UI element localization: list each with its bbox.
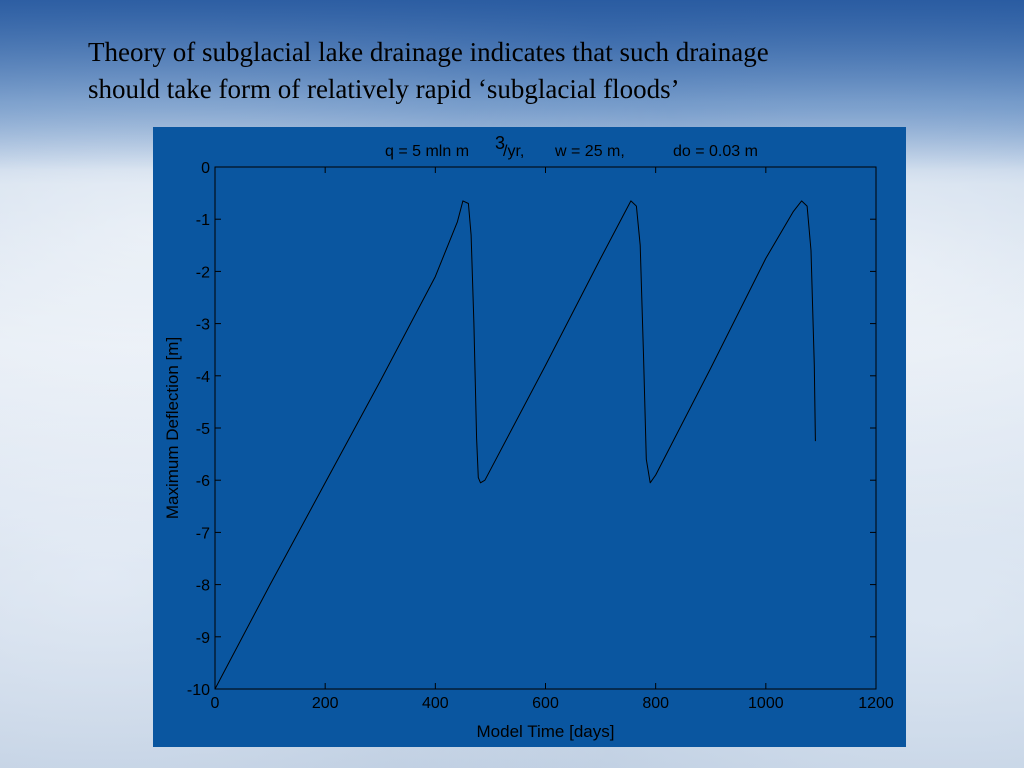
- y-axis-label: Maximum Deflection [m]: [163, 337, 182, 519]
- chart-title-do: do = 0.03 m: [673, 143, 758, 160]
- y-tick-label: -2: [196, 264, 210, 281]
- y-tick-label: -6: [196, 473, 210, 490]
- y-tick-label: -9: [196, 630, 210, 647]
- axes-box: [214, 166, 877, 690]
- x-tick-label: 600: [532, 695, 559, 712]
- y-tick-label: 0: [201, 160, 210, 177]
- chart-title-q: q = 5 mln m: [385, 143, 469, 160]
- chart-title: q = 5 mln m 3 /yr, w = 25 m, do = 0.03 m: [385, 133, 758, 160]
- slide-title-line-1: Theory of subglacial lake drainage indic…: [88, 37, 769, 67]
- x-axis-label: Model Time [days]: [477, 722, 615, 741]
- y-tick-label: -5: [196, 421, 210, 438]
- y-tick-label: -8: [196, 578, 210, 595]
- y-tick-label: -1: [196, 212, 210, 229]
- deflection-series-line: [214, 200, 816, 690]
- y-tick-label: -4: [196, 369, 210, 386]
- x-tick-label: 400: [422, 695, 449, 712]
- x-tick-label: 1200: [858, 695, 894, 712]
- chart-title-q-unit: /yr,: [503, 143, 524, 160]
- chart-title-w: w = 25 m,: [554, 143, 625, 160]
- y-tick-label: -7: [196, 525, 210, 542]
- x-tick-label: 1000: [748, 695, 784, 712]
- plot-area: 0 200 400 600 800 1000 1200 0 -1 -2 -3 -4 -5 -6 -7 -8 -9…: [187, 160, 894, 712]
- x-tick-label: 0: [211, 695, 220, 712]
- y-tick-label: -10: [187, 682, 210, 699]
- deflection-chart: q = 5 mln m 3 /yr, w = 25 m, do = 0.03 m…: [163, 133, 894, 741]
- chart-panel: q = 5 mln m 3 /yr, w = 25 m, do = 0.03 m…: [153, 127, 906, 747]
- chart-title-q-superscript: 3: [495, 133, 505, 153]
- x-tick-label: 200: [312, 695, 339, 712]
- slide-title-line-2: should take form of relatively rapid ‘su…: [88, 74, 680, 104]
- y-tick-label: -3: [196, 317, 210, 334]
- x-tick-label: 800: [642, 695, 669, 712]
- slide-title: Theory of subglacial lake drainage indic…: [88, 34, 988, 108]
